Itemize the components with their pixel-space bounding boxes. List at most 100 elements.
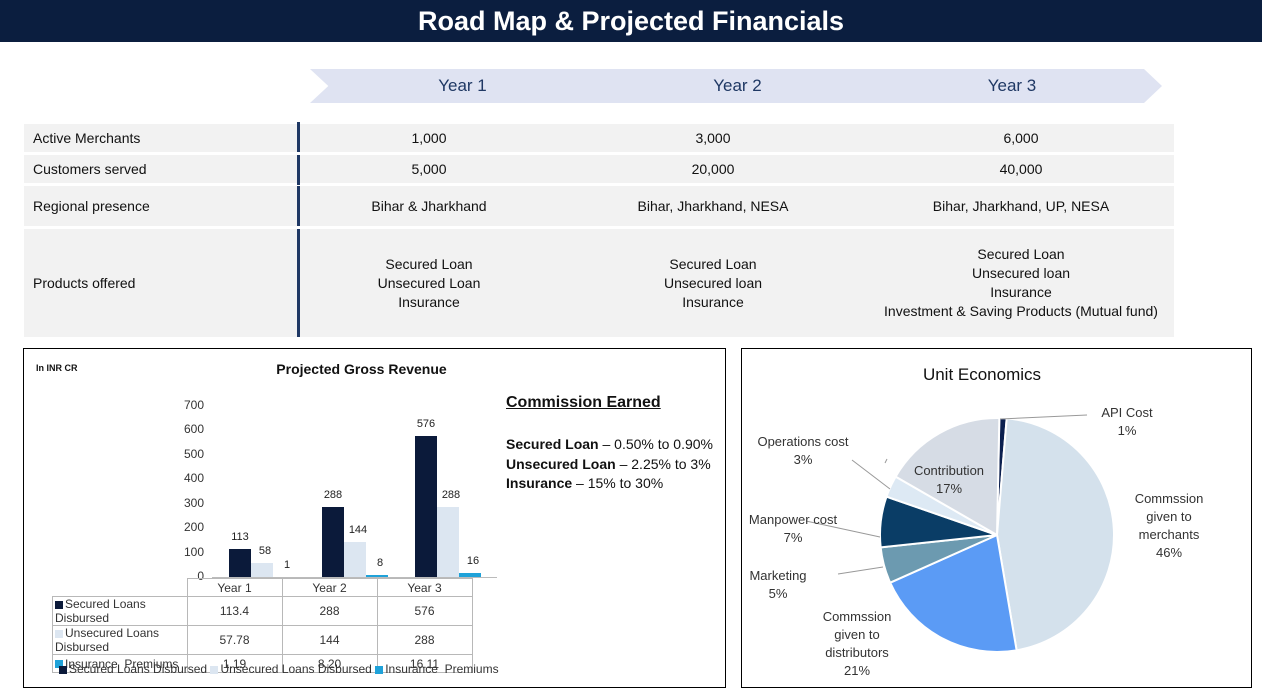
table-cell: 16.11 xyxy=(376,654,473,673)
unit-note: In INR CR xyxy=(36,363,78,373)
table-series-label: Unsecured Loans Disbursed xyxy=(52,625,188,655)
table-cell: 57.78 xyxy=(186,625,283,655)
bar-insurance-3 xyxy=(459,573,481,577)
y-tick-label: 300 xyxy=(183,495,204,510)
cell-y3: Secured Loan Unsecured loan Insurance In… xyxy=(861,245,1181,321)
bar-unsecured-3 xyxy=(437,506,459,577)
bar-secured-1 xyxy=(229,549,251,577)
page-title: Road Map & Projected Financials xyxy=(0,0,1262,42)
chart-title: Projected Gross Revenue xyxy=(276,361,447,377)
product-item: Insurance xyxy=(682,294,744,310)
revenue-panel: In INR CR Projected Gross Revenue 700 600… xyxy=(23,348,726,688)
bar-unsecured-1 xyxy=(251,562,273,577)
legend-swatch xyxy=(375,665,384,674)
product-item: Unsecured loan xyxy=(663,275,763,291)
table-cell: 113.4 xyxy=(186,596,283,626)
row-label: Active Merchants xyxy=(33,130,141,146)
y-tick-label: 600 xyxy=(183,422,204,437)
row-regional-presence: Regional presence Bihar & Jharkhand Biha… xyxy=(24,186,1174,226)
bar-secured-2 xyxy=(322,506,344,577)
cell-y3: 6,000 xyxy=(1003,130,1039,146)
commission-title: Commission Earned xyxy=(506,394,661,411)
table-row: Insurance Premiums 1.19 8.20 16.11 xyxy=(52,654,473,673)
unit-economics-panel: Unit Economics API Cost 1% Commssion given… xyxy=(741,348,1252,688)
table-header: Year 2 xyxy=(281,578,378,597)
y-tick-label: 700 xyxy=(183,398,204,412)
cell-y1: 1,000 xyxy=(411,130,447,146)
row-divider xyxy=(297,186,300,226)
pie-label-merchants: Commssion given to merchants 46% xyxy=(1134,491,1204,560)
series-name: Secured Loans Disbursed xyxy=(55,597,146,625)
bar-value-label: 288 xyxy=(323,488,343,501)
pie-leader-line xyxy=(851,459,891,490)
product-item: Secured Loan xyxy=(385,256,473,272)
series-name: Unsecured Loans Disbursed xyxy=(55,626,160,654)
chart-legend: Secured Loans Disbursed Unsecured Loans … xyxy=(59,662,499,676)
cell-y2: 20,000 xyxy=(691,161,735,177)
row-customers-served: Customers served 5,000 20,000 40,000 xyxy=(24,155,1174,183)
bar-value-label: 113 xyxy=(231,531,249,544)
pie-slice-distributors xyxy=(888,533,1018,653)
cell-y3: 40,000 xyxy=(999,161,1043,177)
legend-swatch xyxy=(55,629,63,638)
legend-swatch xyxy=(55,660,63,669)
cell-y2: 3,000 xyxy=(695,130,731,146)
year-3-header: Year 3 xyxy=(862,69,1162,103)
table-corner xyxy=(52,578,188,597)
table-header: Year 3 xyxy=(376,578,473,597)
pie-slice-merchants xyxy=(995,417,1115,652)
commission-line: Unsecured Loan – 2.25% to 3% xyxy=(506,455,713,475)
pie-label-manpower: Manpower cost 7% xyxy=(748,512,838,545)
commission-product: Unsecured Loan xyxy=(506,455,616,472)
table-cell: 288 xyxy=(281,596,378,626)
legend-label: Unsecured Loans Disbursed xyxy=(220,662,372,676)
bar-value-label: 16 xyxy=(466,555,480,568)
pie-label-api-cost: API Cost 1% xyxy=(1101,405,1153,438)
pie-chart xyxy=(805,414,1115,653)
row-active-merchants: Active Merchants 1,000 3,000 6,000 xyxy=(24,124,1174,152)
y-tick-label: 200 xyxy=(183,520,204,535)
product-item: Insurance xyxy=(398,294,460,310)
product-item: Unsecured loan xyxy=(971,265,1071,281)
table-row: Unsecured Loans Disbursed 57.78 144 288 xyxy=(52,625,473,655)
table-series-label: Insurance Premiums xyxy=(52,654,188,673)
bar-insurance-2 xyxy=(366,574,388,577)
table-row: Secured Loans Disbursed 113.4 288 576 xyxy=(52,596,473,626)
row-label: Regional presence xyxy=(33,198,150,214)
commission-rate: – 2.25% to 3% xyxy=(615,455,711,472)
y-tick-label: 500 xyxy=(183,446,204,461)
commission-list: Secured Loan – 0.50% to 0.90% Unsecured … xyxy=(506,435,713,494)
bar-secured-3 xyxy=(415,436,437,577)
pie-leader-line xyxy=(805,520,881,538)
row-divider xyxy=(297,122,300,152)
pie-leader-line xyxy=(837,566,884,575)
product-item: Secured Loan xyxy=(669,256,757,272)
pie-label-marketing: Marketing 5% xyxy=(749,568,807,601)
product-item: Unsecured Loan xyxy=(377,275,481,291)
row-divider xyxy=(297,155,300,185)
pie-leader-line xyxy=(999,414,1088,420)
table-cell: 576 xyxy=(376,596,473,626)
pie-slice-contribution xyxy=(894,417,1001,537)
y-tick-label: 400 xyxy=(183,471,204,486)
table-cell: 288 xyxy=(376,625,473,655)
cell-y1: Secured Loan Unsecured Loan Insurance xyxy=(309,255,549,312)
commission-line: Secured Loan – 0.50% to 0.90% xyxy=(506,435,713,455)
table-header: Year 1 xyxy=(186,578,283,597)
bar-value-label: 576 xyxy=(416,418,436,431)
row-divider xyxy=(297,229,300,337)
x-axis-line xyxy=(212,577,497,578)
product-item: Secured Loan xyxy=(977,246,1065,262)
table-series-label: Secured Loans Disbursed xyxy=(52,596,188,626)
cell-y2: Bihar, Jharkhand, NESA xyxy=(637,198,789,214)
y-tick-label: 0 xyxy=(197,569,204,583)
table-row: Year 1 Year 2 Year 3 xyxy=(52,578,473,597)
bar-unsecured-2 xyxy=(344,541,366,577)
product-item: Insurance xyxy=(990,284,1052,300)
legend-swatch xyxy=(59,665,67,674)
commission-rate: – 0.50% to 0.90% xyxy=(598,436,714,452)
row-label: Customers served xyxy=(33,161,147,177)
cell-y1: 5,000 xyxy=(411,161,447,177)
table-cell: 144 xyxy=(281,625,378,655)
commission-product: Secured Loan xyxy=(506,436,599,452)
